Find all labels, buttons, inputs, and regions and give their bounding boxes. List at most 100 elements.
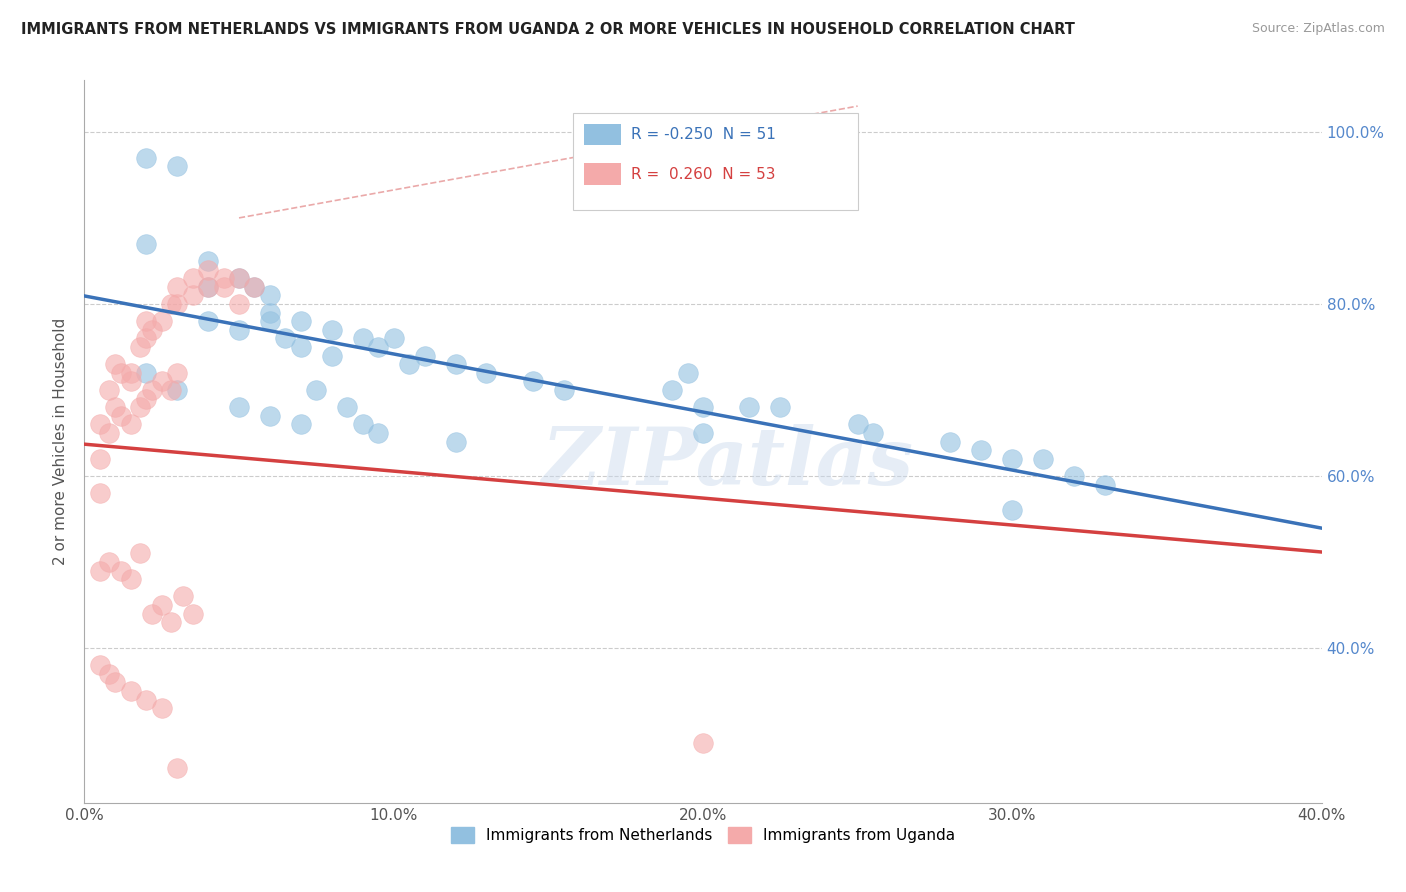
Point (135, 392, 157, 406)
Point (692, 425, 714, 440)
Point (259, 288, 281, 302)
FancyBboxPatch shape (574, 112, 858, 211)
Point (862, 425, 884, 440)
Point (150, 314, 173, 328)
Point (1094, 477, 1116, 491)
Point (1001, 451, 1024, 466)
Point (475, 366, 498, 380)
Point (382, 331, 405, 345)
Point (104, 357, 127, 371)
Point (305, 383, 328, 397)
Point (259, 305, 281, 319)
Point (166, 279, 188, 293)
Point (120, 375, 142, 389)
Point (135, 692, 157, 706)
Point (120, 366, 142, 380)
Point (1001, 503, 1024, 517)
Point (98, 555, 121, 569)
Point (274, 331, 297, 345)
Point (212, 271, 235, 285)
Point (150, 375, 173, 389)
Point (98, 383, 121, 397)
Point (676, 366, 699, 380)
Y-axis label: 2 or more Vehicles in Household: 2 or more Vehicles in Household (52, 318, 67, 566)
Point (160, 297, 183, 311)
FancyBboxPatch shape (585, 163, 621, 185)
Point (228, 400, 250, 414)
Point (413, 349, 436, 363)
Point (939, 434, 962, 449)
Text: ZIPatlas: ZIPatlas (541, 425, 914, 502)
Point (522, 375, 544, 389)
Point (290, 417, 312, 432)
Point (367, 425, 389, 440)
Point (197, 279, 219, 293)
Point (259, 314, 281, 328)
Point (129, 340, 152, 354)
Point (228, 323, 250, 337)
Point (181, 607, 204, 621)
Point (197, 279, 219, 293)
Point (290, 340, 312, 354)
Point (259, 409, 281, 423)
Point (166, 366, 188, 380)
Point (197, 253, 219, 268)
Point (166, 761, 188, 775)
Point (1032, 451, 1054, 466)
Point (141, 607, 163, 621)
Text: IMMIGRANTS FROM NETHERLANDS VS IMMIGRANTS FROM UGANDA 2 OR MORE VEHICLES IN HOUS: IMMIGRANTS FROM NETHERLANDS VS IMMIGRANT… (21, 22, 1076, 37)
Point (692, 735, 714, 749)
Point (692, 400, 714, 414)
Point (135, 151, 157, 165)
Point (166, 383, 188, 397)
Point (160, 615, 183, 630)
Point (135, 331, 157, 345)
Point (661, 383, 683, 397)
Point (321, 349, 343, 363)
Point (166, 159, 188, 173)
Point (135, 314, 157, 328)
Point (150, 701, 173, 715)
Point (89, 417, 111, 432)
Point (129, 400, 152, 414)
Point (110, 564, 132, 578)
Point (228, 271, 250, 285)
Point (336, 400, 359, 414)
Point (120, 417, 142, 432)
Point (212, 279, 235, 293)
Point (89, 486, 111, 500)
Point (120, 572, 142, 586)
Text: R =  0.260  N = 53: R = 0.260 N = 53 (631, 167, 776, 182)
Point (160, 383, 183, 397)
Point (89, 564, 111, 578)
Text: R = -0.250  N = 51: R = -0.250 N = 51 (631, 127, 776, 142)
Point (89, 451, 111, 466)
Point (104, 400, 127, 414)
Point (135, 236, 157, 251)
Point (398, 357, 420, 371)
Text: Source: ZipAtlas.com: Source: ZipAtlas.com (1251, 22, 1385, 36)
Point (738, 400, 761, 414)
Point (98, 425, 121, 440)
Point (181, 271, 204, 285)
Legend: Immigrants from Netherlands, Immigrants from Uganda: Immigrants from Netherlands, Immigrants … (444, 822, 962, 849)
Point (243, 279, 266, 293)
Point (172, 590, 194, 604)
Point (98, 666, 121, 681)
Point (181, 288, 204, 302)
Point (110, 366, 132, 380)
Point (135, 366, 157, 380)
Point (290, 314, 312, 328)
Point (197, 314, 219, 328)
Point (166, 297, 188, 311)
Point (228, 271, 250, 285)
Point (970, 443, 993, 458)
Point (228, 297, 250, 311)
Point (129, 546, 152, 560)
Point (104, 675, 127, 690)
Point (553, 383, 575, 397)
Point (110, 409, 132, 423)
Point (846, 417, 869, 432)
Point (89, 658, 111, 673)
Point (444, 357, 467, 371)
